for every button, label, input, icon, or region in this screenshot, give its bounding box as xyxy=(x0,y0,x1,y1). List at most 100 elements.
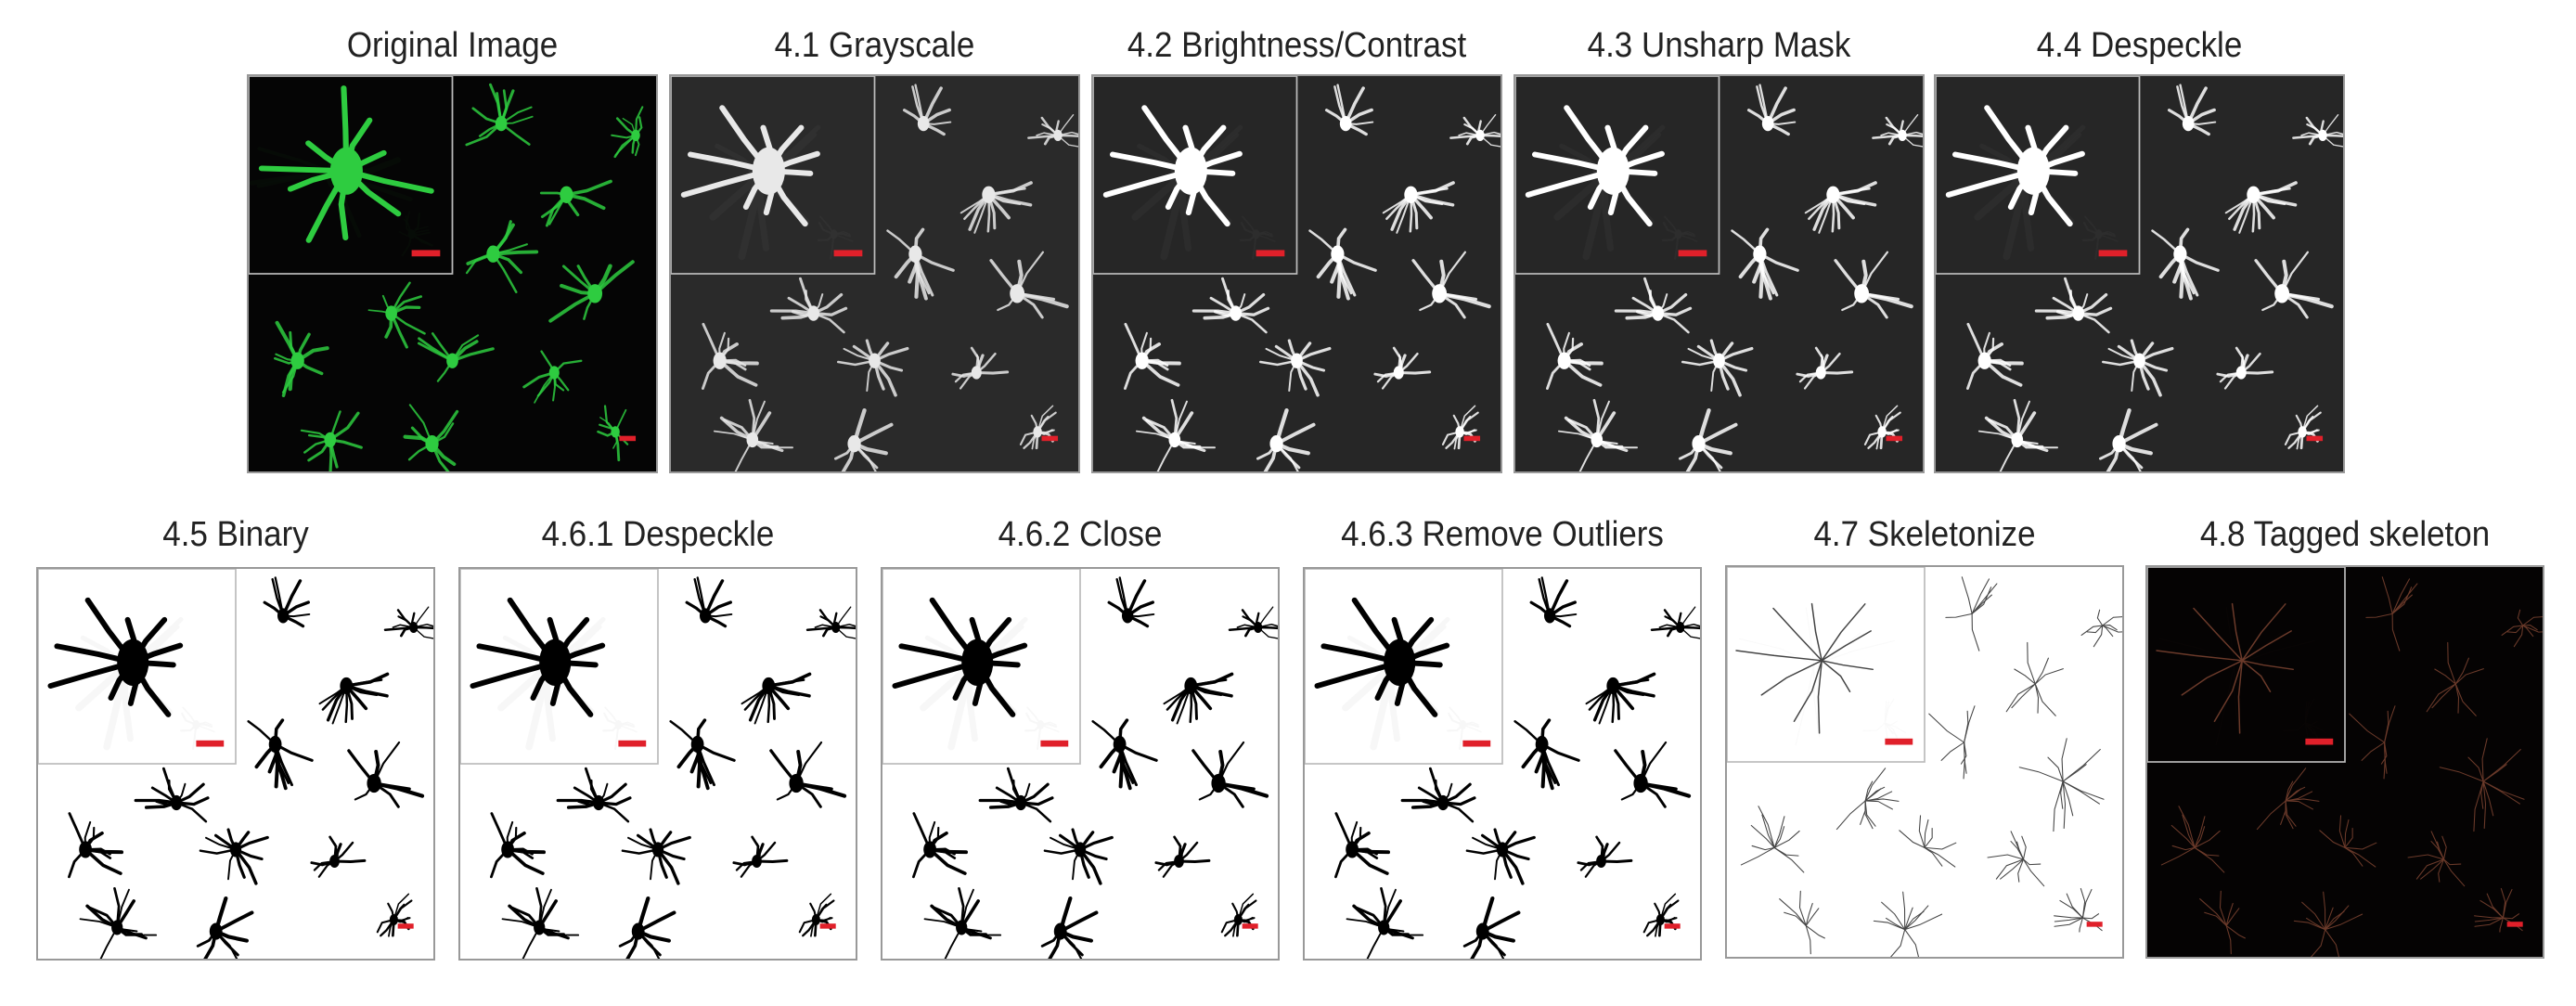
scale-bar xyxy=(411,250,441,257)
micrograph-panel xyxy=(1513,74,1925,473)
cell xyxy=(2319,815,2377,868)
cell xyxy=(1678,408,1738,471)
cell xyxy=(597,405,629,462)
scale-bar xyxy=(1256,250,1285,257)
cell xyxy=(1462,896,1521,959)
cell xyxy=(465,83,534,147)
micrograph-panel xyxy=(1725,565,2124,959)
scale-bar xyxy=(1664,923,1681,929)
cell xyxy=(79,887,158,959)
cell xyxy=(1834,251,1913,319)
cell xyxy=(732,835,789,878)
cell xyxy=(1135,398,1217,471)
cell xyxy=(902,84,952,136)
cell xyxy=(805,606,856,639)
scale-bar xyxy=(1040,740,1069,747)
cell xyxy=(1614,741,1692,808)
cell xyxy=(1681,339,1754,397)
cell xyxy=(1154,835,1211,878)
inset-cell xyxy=(470,597,606,717)
inset-cell xyxy=(2156,602,2295,734)
cell xyxy=(68,812,124,879)
cell xyxy=(621,828,691,885)
scale-bar xyxy=(819,923,836,929)
cell xyxy=(1746,84,1797,136)
cell xyxy=(912,812,969,879)
scale-bar xyxy=(2086,922,2103,927)
cell xyxy=(522,350,583,404)
scale-bar xyxy=(1678,250,1707,257)
cell xyxy=(1411,251,1491,319)
cell xyxy=(2199,890,2246,955)
scale-bar xyxy=(2306,435,2324,442)
scale-bar xyxy=(2098,250,2128,257)
cell xyxy=(769,277,848,334)
cell xyxy=(1835,767,1900,831)
scale-bar xyxy=(618,740,647,747)
cell xyxy=(548,260,635,323)
cell xyxy=(539,179,612,227)
cell xyxy=(1091,718,1158,791)
cell xyxy=(2501,609,2543,648)
panel-title: 4.6.2 Close xyxy=(998,515,1163,554)
panel-title: 4.5 Binary xyxy=(162,515,309,554)
cell xyxy=(2101,339,2174,397)
micrograph-panel xyxy=(881,567,1280,961)
cell xyxy=(618,896,676,959)
cell xyxy=(1308,227,1377,301)
cell xyxy=(2216,346,2274,390)
cell xyxy=(2474,887,2523,933)
cell xyxy=(2407,831,2466,887)
cell xyxy=(685,576,733,628)
cell xyxy=(134,767,210,823)
cell xyxy=(1966,322,2024,391)
cell xyxy=(769,741,847,808)
cell xyxy=(2292,114,2343,148)
cell xyxy=(376,893,413,937)
cell xyxy=(196,896,254,959)
cell xyxy=(1382,181,1455,234)
cell xyxy=(1449,114,1501,148)
cell xyxy=(1163,672,1234,725)
cell xyxy=(1873,891,1943,957)
scale-bar xyxy=(1886,435,1903,442)
cell xyxy=(960,181,1033,234)
panel-title: 4.3 Unsharp Mask xyxy=(1587,26,1851,65)
cell xyxy=(310,835,367,878)
cell xyxy=(1804,181,1877,234)
cell xyxy=(1043,828,1114,885)
cell xyxy=(1019,405,1057,450)
cell xyxy=(833,408,894,471)
cell xyxy=(2054,887,2103,933)
inset-zoom xyxy=(2147,567,2346,763)
cell xyxy=(2151,227,2220,301)
cell xyxy=(1346,887,1424,959)
cell xyxy=(2098,408,2158,471)
cell xyxy=(2365,576,2418,651)
cell xyxy=(978,767,1054,823)
scale-bar xyxy=(833,250,863,257)
cell xyxy=(2018,738,2105,832)
cell xyxy=(886,227,955,301)
cell xyxy=(1731,227,1799,301)
cell xyxy=(2080,609,2122,648)
inset-cell xyxy=(1525,105,1665,227)
cell xyxy=(1546,322,1604,391)
micrograph-panel xyxy=(458,567,857,961)
cell xyxy=(273,320,329,397)
scale-bar xyxy=(1885,738,1913,745)
panel-title: 4.7 Skeletonize xyxy=(1813,515,2036,554)
cell xyxy=(247,718,314,791)
inset-cell xyxy=(1945,105,2085,227)
inset-cell xyxy=(1735,602,1874,734)
cell xyxy=(669,718,736,791)
scale-bar xyxy=(1041,435,1059,442)
cell xyxy=(1585,672,1656,725)
cell xyxy=(1945,576,1998,651)
cell xyxy=(347,741,425,808)
cell xyxy=(611,106,644,159)
cell xyxy=(2224,181,2298,234)
inset-cell xyxy=(258,85,434,243)
cell xyxy=(713,398,794,471)
scale-bar xyxy=(2305,738,2334,745)
